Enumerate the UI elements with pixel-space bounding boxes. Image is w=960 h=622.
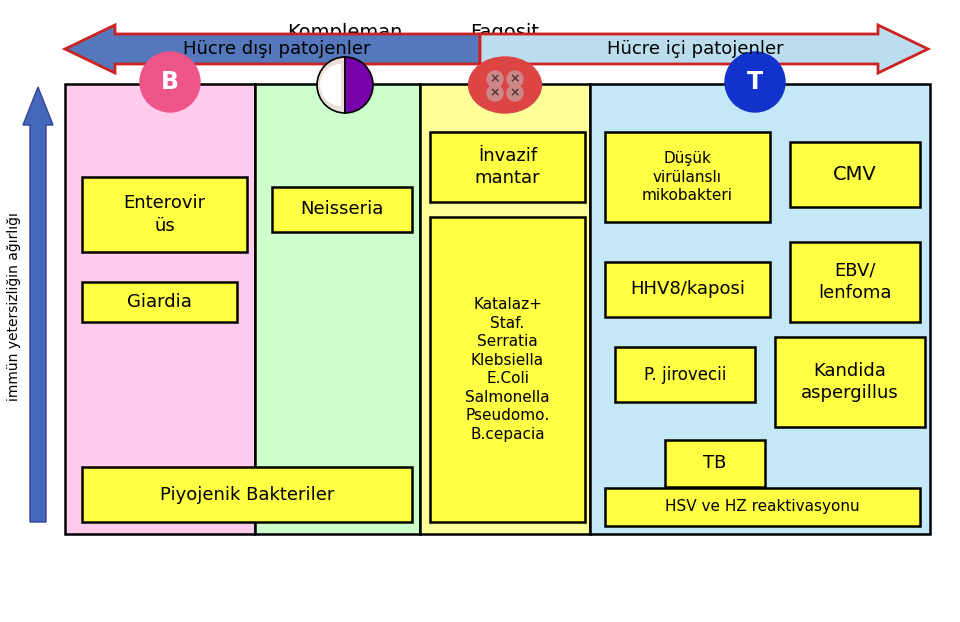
- Bar: [82, 467, 412, 522]
- Text: Katalaz+
Staf.
Serratia
Klebsiella
E.Coli
Salmonella
Pseudomо.
B.cepacia: Katalaz+ Staf. Serratia Klebsiella E.Col…: [466, 297, 550, 442]
- Text: Neisseria: Neisseria: [300, 200, 384, 218]
- Circle shape: [507, 71, 523, 87]
- Circle shape: [487, 71, 503, 87]
- FancyArrow shape: [480, 25, 928, 73]
- Text: Hücre içi patojenler: Hücre içi patojenler: [607, 40, 783, 58]
- Text: HHV8/kaposi: HHV8/kaposi: [630, 281, 745, 299]
- Bar: [65, 84, 255, 534]
- Text: Hücre dışı patojenler: Hücre dışı patojenler: [183, 40, 371, 58]
- FancyArrow shape: [65, 25, 480, 73]
- Text: Piyojenik Bakteriler: Piyojenik Bakteriler: [159, 486, 334, 503]
- Text: Giardia: Giardia: [127, 293, 192, 311]
- Text: Fagosit: Fagosit: [470, 22, 540, 42]
- Circle shape: [725, 52, 785, 112]
- Bar: [665, 440, 765, 487]
- Circle shape: [487, 85, 503, 101]
- Text: ×: ×: [490, 73, 500, 85]
- Text: İnvazif
mantar: İnvazif mantar: [474, 147, 540, 187]
- FancyArrow shape: [23, 87, 53, 522]
- Bar: [430, 132, 585, 202]
- Bar: [82, 282, 237, 322]
- Bar: [605, 488, 920, 526]
- Text: Enterovir
üs: Enterovir üs: [124, 195, 205, 234]
- Bar: [255, 84, 420, 534]
- Bar: [430, 217, 585, 522]
- Bar: [590, 84, 930, 534]
- Text: ×: ×: [490, 86, 500, 100]
- Bar: [420, 84, 590, 534]
- Wedge shape: [317, 57, 345, 113]
- Text: CMV: CMV: [833, 165, 876, 184]
- Text: TB: TB: [704, 455, 727, 473]
- Text: Kompleman: Kompleman: [287, 22, 402, 42]
- Bar: [605, 132, 770, 222]
- Text: T: T: [747, 70, 763, 94]
- Circle shape: [140, 52, 200, 112]
- Text: B: B: [161, 70, 179, 94]
- Bar: [790, 242, 920, 322]
- Bar: [775, 337, 925, 427]
- Text: HSV ve HZ reaktivasyonu: HSV ve HZ reaktivasyonu: [665, 499, 860, 514]
- Wedge shape: [345, 57, 373, 113]
- Text: ×: ×: [510, 73, 520, 85]
- Bar: [82, 177, 247, 252]
- Text: Düşük
virülanslı
mikobakteri: Düşük virülanslı mikobakteri: [642, 151, 733, 203]
- Ellipse shape: [468, 57, 541, 113]
- Text: P. jirovecii: P. jirovecii: [644, 366, 726, 384]
- Text: EBV/
lenfoma: EBV/ lenfoma: [818, 262, 892, 302]
- Bar: [272, 187, 412, 232]
- Circle shape: [507, 85, 523, 101]
- Text: Kandida
aspergillus: Kandida aspergillus: [802, 362, 899, 402]
- Bar: [615, 347, 755, 402]
- Text: ×: ×: [510, 86, 520, 100]
- Wedge shape: [320, 64, 341, 106]
- Bar: [605, 262, 770, 317]
- Bar: [790, 142, 920, 207]
- Text: immün yetersizliğin ağırlığı: immün yetersizliğin ağırlığı: [7, 213, 21, 401]
